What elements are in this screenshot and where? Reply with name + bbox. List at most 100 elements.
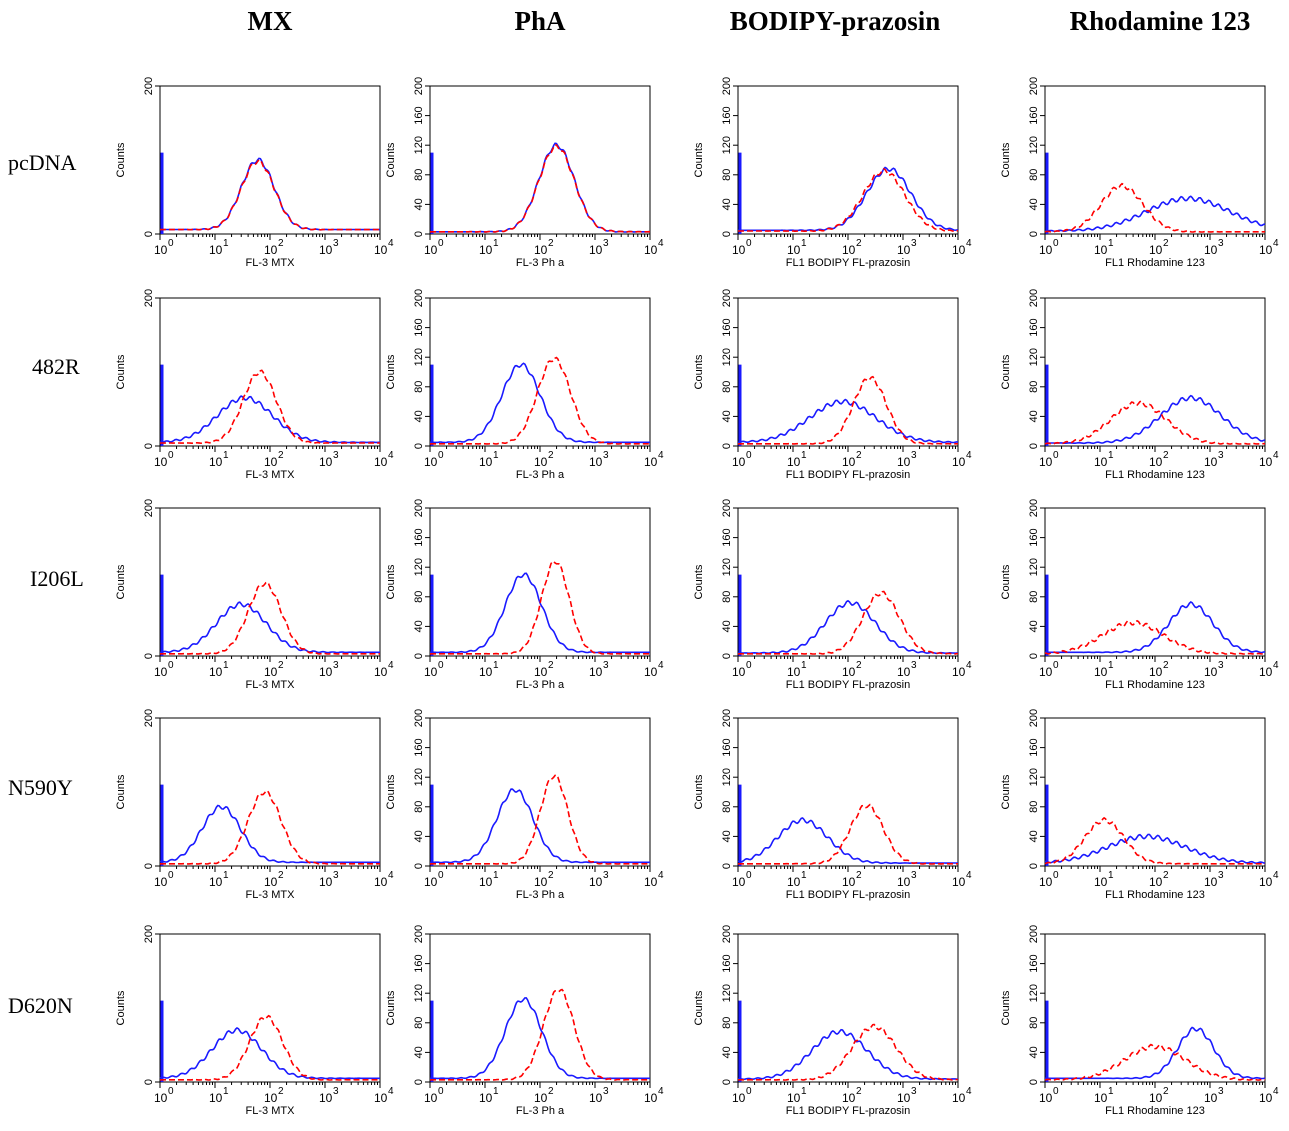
- x-tick-label: 10: [264, 243, 278, 257]
- y-tick-label: 200: [143, 925, 155, 943]
- x-tick-label: 10: [479, 1091, 493, 1105]
- solid-series-line: [159, 1027, 380, 1080]
- solid-series-line: [737, 599, 959, 655]
- x-tick-label: 10: [842, 875, 856, 889]
- x-tick-label: 10: [264, 875, 278, 889]
- y-tick-label: 200: [721, 709, 733, 727]
- y-tick-label: 0: [721, 231, 733, 237]
- x-tick-label: 10: [1149, 875, 1163, 889]
- y-tick-label: 200: [143, 499, 155, 517]
- x-tick-exponent: 2: [856, 660, 862, 671]
- y-axis-label: Counts: [1000, 142, 1012, 177]
- x-tick-label: 10: [952, 455, 966, 469]
- x-tick-exponent: 2: [548, 660, 554, 671]
- y-tick-label: 200: [1028, 289, 1040, 307]
- y-axis-label: Counts: [1000, 354, 1012, 389]
- y-tick-label: 200: [143, 709, 155, 727]
- x-tick-exponent: 1: [223, 238, 229, 249]
- x-tick-exponent: 1: [801, 1086, 807, 1097]
- x-tick-exponent: 2: [548, 870, 554, 881]
- row-label-n590y: N590Y: [8, 775, 73, 800]
- x-tick-label: 10: [319, 455, 333, 469]
- solid-series-line: [159, 395, 380, 444]
- x-tick-exponent: 3: [603, 660, 609, 671]
- x-tick-exponent: 3: [333, 660, 339, 671]
- x-tick-label: 10: [644, 1091, 658, 1105]
- x-tick-exponent: 2: [278, 870, 284, 881]
- x-tick-label: 10: [209, 455, 223, 469]
- y-tick-label: 0: [413, 231, 425, 237]
- dashed-series-line: [430, 143, 651, 233]
- x-tick-exponent: 2: [856, 870, 862, 881]
- dashed-series-line: [430, 560, 650, 655]
- x-tick-label: 10: [209, 875, 223, 889]
- x-tick-exponent: 3: [603, 870, 609, 881]
- row-label-d620n: D620N: [8, 993, 73, 1018]
- y-tick-label: 40: [413, 1046, 425, 1058]
- dashed-series-line: [430, 356, 650, 445]
- x-tick-exponent: 2: [278, 1086, 284, 1097]
- x-tick-label: 10: [897, 665, 911, 679]
- x-tick-exponent: 1: [223, 870, 229, 881]
- y-tick-label: 40: [1028, 1046, 1040, 1058]
- x-tick-label: 10: [319, 1091, 333, 1105]
- y-tick-label: 80: [1028, 1017, 1040, 1029]
- y-tick-label: 200: [721, 499, 733, 517]
- y-tick-label: 40: [413, 620, 425, 632]
- y-axis-label: Counts: [693, 774, 705, 809]
- x-tick-label: 10: [644, 455, 658, 469]
- y-tick-label: 120: [721, 768, 733, 786]
- plot-frame: [1044, 297, 1266, 447]
- y-tick-label: 80: [413, 1017, 425, 1029]
- y-tick-label: 120: [413, 768, 425, 786]
- x-axis-label: FL1 Rhodamine 123: [1105, 1105, 1205, 1117]
- y-axis-label: Counts: [693, 142, 705, 177]
- y-tick-label: 200: [1028, 77, 1040, 95]
- x-tick-exponent: 0: [168, 660, 174, 671]
- dashed-series-line: [738, 375, 959, 445]
- y-tick-label: 0: [413, 653, 425, 659]
- x-tick-label: 10: [1149, 243, 1163, 257]
- x-axis-label: FL-3 Ph a: [516, 889, 565, 901]
- y-axis-label: Counts: [115, 564, 127, 599]
- y-tick-label: 120: [721, 558, 733, 576]
- x-tick-exponent: 3: [911, 660, 917, 671]
- x-tick-label: 10: [644, 665, 658, 679]
- dashed-series-line: [738, 1023, 958, 1081]
- x-tick-label: 10: [1149, 455, 1163, 469]
- x-tick-label: 10: [534, 1091, 548, 1105]
- y-tick-label: 0: [721, 443, 733, 449]
- dashed-series-line: [1044, 619, 1266, 655]
- x-axis-label: FL1 BODIPY FL-prazosin: [786, 679, 911, 691]
- x-tick-exponent: 1: [223, 450, 229, 461]
- x-tick-exponent: 0: [168, 238, 174, 249]
- y-tick-label: 80: [413, 169, 425, 181]
- y-tick-label: 80: [721, 381, 733, 393]
- x-tick-exponent: 3: [911, 450, 917, 461]
- x-tick-label: 10: [1204, 875, 1218, 889]
- x-tick-label: 10: [534, 875, 548, 889]
- x-tick-exponent: 1: [493, 238, 499, 249]
- solid-series-line: [1045, 601, 1266, 654]
- x-tick-label: 10: [534, 665, 548, 679]
- x-tick-exponent: 1: [223, 660, 229, 671]
- y-tick-label: 160: [721, 106, 733, 124]
- x-tick-exponent: 0: [746, 238, 752, 249]
- plot-frame: [737, 507, 959, 657]
- y-tick-label: 200: [721, 289, 733, 307]
- x-tick-label: 10: [842, 455, 856, 469]
- y-axis-label: Counts: [385, 354, 397, 389]
- x-tick-label: 10: [154, 243, 168, 257]
- solid-series-line: [429, 788, 650, 864]
- x-tick-label: 10: [1204, 1091, 1218, 1105]
- x-tick-label: 10: [479, 455, 493, 469]
- y-tick-label: 200: [721, 925, 733, 943]
- x-tick-exponent: 3: [911, 870, 917, 881]
- x-tick-exponent: 0: [168, 1086, 174, 1097]
- plot-frame: [1044, 933, 1266, 1083]
- x-tick-label: 10: [1259, 665, 1273, 679]
